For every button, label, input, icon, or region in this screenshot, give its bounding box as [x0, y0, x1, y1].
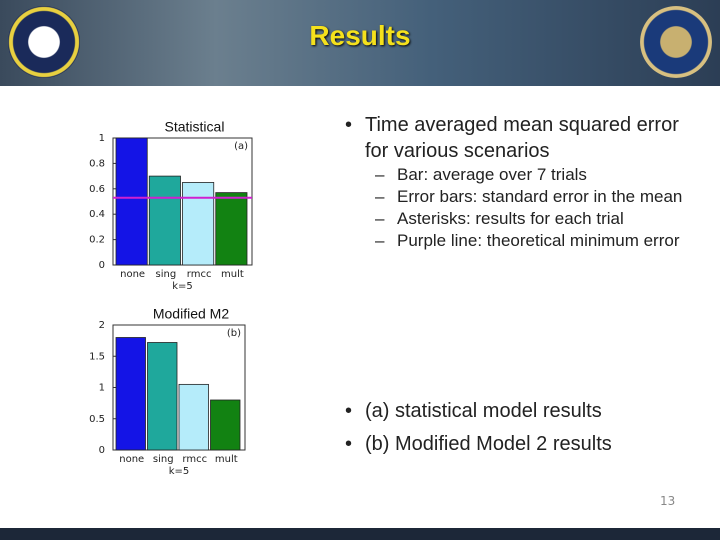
x-tick-label: rmcc [187, 269, 212, 280]
bullet-text: (a) statistical model results [365, 400, 602, 422]
y-tick-label: 0 [99, 260, 105, 271]
page-number: 13 [660, 494, 676, 508]
bar [215, 192, 248, 266]
x-axis-label: k=5 [169, 466, 190, 477]
chart-title: Statistical [165, 119, 225, 135]
x-tick-label: sing [153, 454, 174, 465]
y-tick-label: 0.4 [89, 209, 105, 220]
sub-bullet: Purple line: theoretical minimum error [375, 230, 685, 252]
bar [148, 175, 181, 266]
x-tick-label: mult [221, 269, 244, 280]
header: Results [0, 0, 720, 86]
chart-title: Modified M2 [153, 306, 229, 322]
y-tick-label: 0 [99, 445, 105, 456]
logo [8, 6, 80, 78]
bar [115, 337, 146, 451]
bullet: (a) statistical model results [345, 398, 685, 424]
sub-bullet: Bar: average over 7 trials [375, 164, 685, 186]
bar [210, 399, 241, 451]
panel-label: (b) [227, 328, 241, 339]
x-tick-label: none [119, 454, 144, 465]
bar [115, 137, 148, 266]
bullet: Time averaged mean squared error for var… [345, 112, 685, 252]
bar [178, 383, 209, 451]
x-tick-label: rmcc [182, 454, 207, 465]
y-tick-label: 1 [99, 383, 105, 394]
bullet-text: Time averaged mean squared error for var… [365, 114, 679, 162]
y-tick-label: 0.5 [89, 414, 105, 425]
x-tick-label: mult [215, 454, 238, 465]
y-tick-label: 1 [99, 133, 105, 144]
y-tick-label: 0.6 [89, 184, 105, 195]
bar [147, 342, 178, 451]
bullet-text: (b) Modified Model 2 results [365, 433, 612, 455]
bar [182, 182, 215, 266]
y-tick-label: 1.5 [89, 351, 105, 362]
footer-bar [0, 528, 720, 540]
sub-bullet: Error bars: standard error in the mean [375, 186, 685, 208]
x-axis-label: k=5 [172, 281, 193, 292]
panel-label: (a) [234, 141, 248, 152]
y-tick-label: 0.2 [89, 235, 105, 246]
slide-title: Results [309, 20, 411, 51]
y-tick-label: 0.8 [89, 158, 105, 169]
x-tick-label: none [120, 269, 145, 280]
sub-bullet: Asterisks: results for each trial [375, 208, 685, 230]
y-tick-label: 2 [99, 320, 105, 331]
logo [640, 6, 712, 78]
bullet: (b) Modified Model 2 results [345, 431, 685, 457]
x-tick-label: sing [156, 269, 177, 280]
